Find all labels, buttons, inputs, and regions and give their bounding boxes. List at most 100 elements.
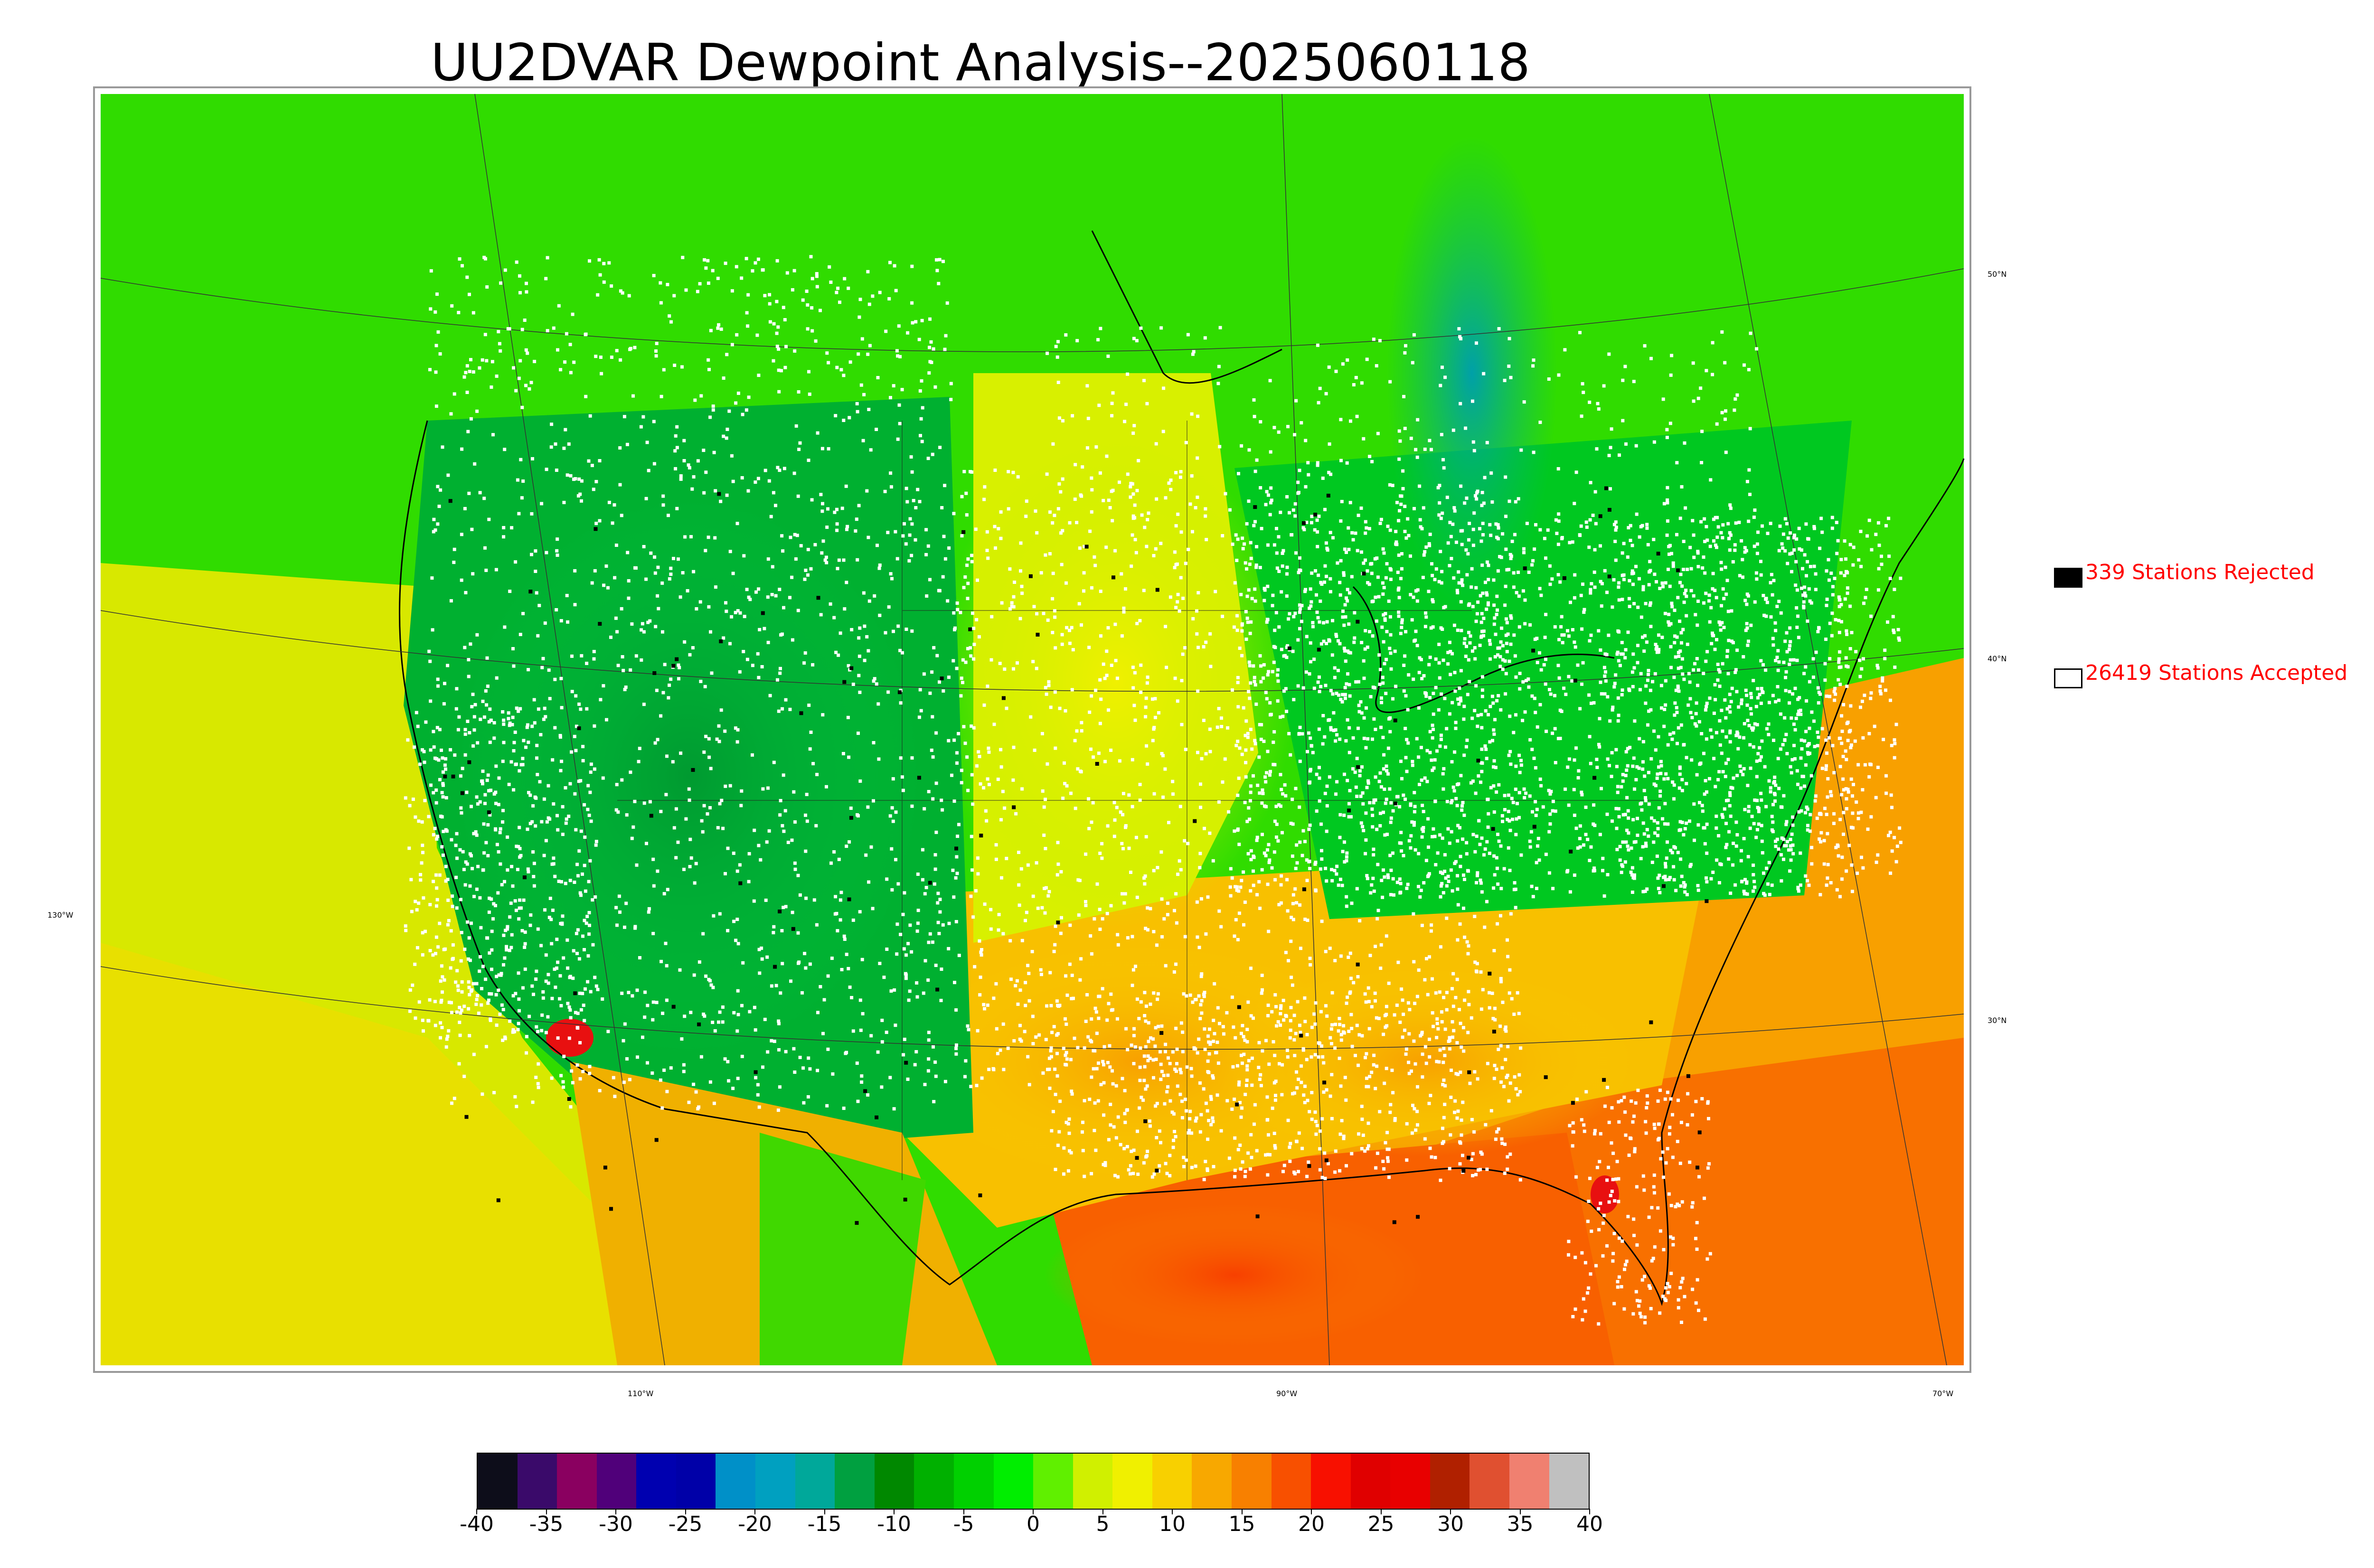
accepted-station-marker [1348, 591, 1351, 595]
accepted-station-marker [444, 1045, 448, 1049]
accepted-station-marker [922, 991, 925, 995]
accepted-station-marker [1340, 883, 1344, 887]
accepted-station-marker [572, 360, 576, 364]
accepted-station-marker [1145, 744, 1149, 748]
accepted-station-marker [1854, 650, 1858, 654]
accepted-station-marker [1621, 840, 1625, 844]
accepted-station-marker [940, 798, 943, 802]
accepted-station-marker [1506, 632, 1510, 636]
accepted-station-marker [933, 385, 937, 389]
accepted-station-marker [457, 715, 461, 719]
accepted-station-marker [1263, 804, 1266, 808]
accepted-station-marker [1776, 668, 1780, 672]
accepted-station-marker [1675, 706, 1678, 710]
accepted-station-marker [1809, 774, 1813, 778]
accepted-station-marker [1832, 771, 1836, 775]
accepted-station-marker [482, 851, 486, 855]
accepted-station-marker [1598, 717, 1602, 721]
accepted-station-marker [1366, 737, 1370, 741]
accepted-station-marker [1450, 557, 1453, 561]
accepted-station-marker [1406, 741, 1410, 745]
accepted-station-marker [1347, 751, 1351, 754]
accepted-station-marker [1427, 542, 1431, 545]
accepted-station-marker [1261, 833, 1264, 836]
accepted-station-marker [534, 570, 537, 573]
accepted-station-marker [422, 750, 426, 753]
accepted-station-marker [1837, 678, 1840, 682]
accepted-station-marker [1215, 725, 1219, 729]
accepted-station-marker [1548, 564, 1552, 568]
accepted-station-marker [1759, 791, 1763, 795]
accepted-station-marker [593, 976, 597, 979]
accepted-station-marker [1501, 644, 1505, 648]
accepted-station-marker [992, 996, 996, 1000]
accepted-station-marker [588, 1071, 592, 1075]
accepted-station-marker [1724, 761, 1728, 765]
accepted-station-marker [987, 750, 991, 754]
accepted-station-marker [1545, 730, 1548, 733]
accepted-station-marker [1361, 825, 1365, 828]
accepted-station-marker [1712, 757, 1716, 761]
accepted-station-marker [1538, 587, 1542, 591]
accepted-station-marker [1720, 751, 1724, 755]
accepted-station-marker [1365, 786, 1369, 789]
accepted-station-marker [1412, 595, 1415, 599]
accepted-station-marker [1247, 588, 1251, 592]
accepted-station-marker [640, 628, 643, 632]
accepted-station-marker [1421, 804, 1424, 807]
accepted-station-marker [1682, 881, 1686, 884]
accepted-station-marker [1478, 643, 1482, 647]
accepted-station-marker [1073, 739, 1077, 742]
accepted-station-marker [1450, 799, 1454, 803]
accepted-station-marker [1245, 1068, 1249, 1071]
accepted-station-marker [566, 1002, 570, 1005]
accepted-station-marker [1616, 629, 1620, 633]
accepted-station-marker [856, 558, 859, 562]
accepted-station-marker [803, 651, 807, 655]
accepted-station-marker [1319, 1010, 1323, 1014]
accepted-station-marker [694, 1090, 698, 1094]
accepted-station-marker [1548, 688, 1551, 692]
accepted-station-marker [588, 923, 591, 927]
accepted-station-marker [1151, 697, 1154, 701]
accepted-station-marker [1579, 593, 1583, 597]
accepted-station-marker [1334, 792, 1338, 796]
accepted-station-marker [598, 273, 602, 277]
accepted-station-marker [481, 770, 485, 773]
accepted-station-marker [497, 803, 500, 807]
accepted-station-marker [1717, 620, 1721, 624]
accepted-station-marker [735, 333, 739, 337]
accepted-station-marker [621, 291, 624, 295]
accepted-station-marker [1413, 507, 1416, 510]
accepted-station-marker [1277, 903, 1281, 907]
accepted-station-marker [665, 964, 669, 967]
accepted-station-marker [573, 792, 577, 796]
accepted-station-marker [1378, 683, 1382, 686]
accepted-station-marker [1343, 649, 1347, 653]
accepted-station-marker [1445, 800, 1449, 803]
accepted-station-marker [1124, 587, 1127, 591]
accepted-station-marker [1428, 696, 1432, 700]
accepted-station-marker [1840, 793, 1844, 797]
accepted-station-marker [904, 953, 908, 957]
accepted-station-marker [914, 320, 918, 324]
accepted-station-marker [1536, 661, 1539, 665]
accepted-station-marker [1319, 822, 1323, 826]
accepted-station-marker [1364, 629, 1367, 633]
accepted-station-marker [1437, 580, 1441, 583]
accepted-station-marker [1279, 715, 1282, 719]
accepted-station-marker [1519, 853, 1523, 857]
accepted-station-marker [487, 517, 491, 521]
accepted-station-marker [889, 471, 893, 475]
accepted-station-marker [707, 605, 711, 609]
accepted-station-marker [932, 1100, 936, 1104]
accepted-station-marker [1468, 1081, 1472, 1085]
accepted-station-marker [1377, 779, 1381, 783]
accepted-station-marker [501, 710, 505, 714]
accepted-station-marker [1402, 689, 1406, 693]
accepted-station-marker [778, 588, 782, 592]
accepted-station-marker [460, 447, 464, 451]
accepted-station-marker [1386, 746, 1390, 750]
accepted-station-marker [1345, 596, 1348, 600]
accepted-station-marker [1319, 685, 1323, 688]
